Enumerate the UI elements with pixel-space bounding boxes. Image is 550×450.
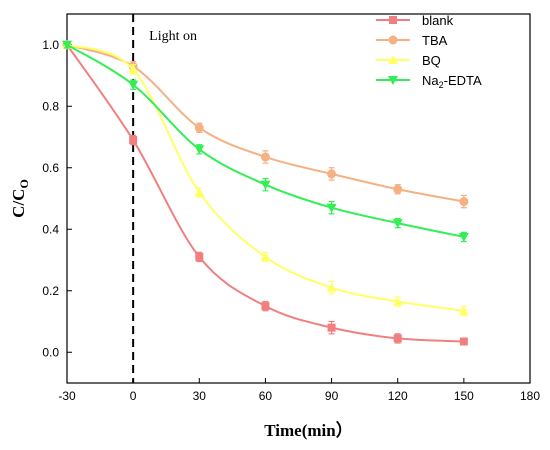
data-point xyxy=(260,251,271,261)
y-tick-label: 0.8 xyxy=(42,99,59,113)
data-point xyxy=(327,323,336,332)
data-point xyxy=(389,16,397,24)
data-point xyxy=(388,35,398,45)
data-point xyxy=(326,203,337,213)
series-line xyxy=(66,44,464,343)
x-axis-title: Time(min） xyxy=(264,420,352,440)
data-point xyxy=(392,296,403,306)
x-tick-label: 30 xyxy=(193,389,207,403)
legend-label: Na2-EDTA xyxy=(422,73,482,90)
data-point xyxy=(393,184,403,194)
data-point xyxy=(388,55,398,64)
light-on-label: Light on xyxy=(149,29,197,44)
data-point xyxy=(326,282,337,292)
legend-label: BQ xyxy=(422,53,441,68)
data-point xyxy=(388,76,398,85)
data-point xyxy=(194,123,204,133)
data-point xyxy=(260,152,270,162)
data-point xyxy=(260,180,271,190)
data-point xyxy=(458,232,469,242)
tick-labels: -30 0 30 60 90 120 150 180 0.0 0.2 0.4 0.6 0.8 1.0 xyxy=(42,38,540,403)
data-point xyxy=(128,80,139,90)
y-axis-title-main: C/C xyxy=(9,189,28,218)
legend-item: BQ xyxy=(376,53,441,68)
data-point xyxy=(392,219,403,229)
x-tick-label: 90 xyxy=(325,389,339,403)
data-point xyxy=(458,305,469,315)
y-axis-title-subscript: O xyxy=(17,179,31,188)
x-tick-label: -30 xyxy=(58,389,76,403)
data-point xyxy=(194,145,205,155)
data-point xyxy=(129,136,138,145)
x-tick-label: 60 xyxy=(259,389,273,403)
y-axis-title-text: C/CO xyxy=(9,179,31,218)
series-2 xyxy=(62,39,469,316)
y-tick-label: 1.0 xyxy=(42,38,59,52)
legend-item: TBA xyxy=(376,33,448,48)
series-layer xyxy=(62,39,469,346)
data-point xyxy=(393,334,402,343)
legend-label: blank xyxy=(422,13,454,28)
data-point xyxy=(194,187,205,197)
legend-item: blank xyxy=(376,13,454,28)
tick-marks xyxy=(66,44,531,383)
y-axis-title: C/CO xyxy=(9,179,31,218)
data-point xyxy=(459,197,469,207)
series-0 xyxy=(63,40,468,346)
legend-label: TBA xyxy=(422,33,448,48)
y-tick-label: 0.0 xyxy=(42,345,59,359)
light-on-annotation: Light on xyxy=(132,14,197,383)
x-tick-label: 0 xyxy=(130,389,137,403)
x-tick-label: 180 xyxy=(520,389,540,403)
y-tick-label: 0.4 xyxy=(42,222,59,236)
plot-frame xyxy=(66,13,531,384)
data-point xyxy=(327,169,337,179)
axes xyxy=(66,13,531,384)
data-point xyxy=(62,40,72,50)
x-tick-label: 120 xyxy=(388,389,408,403)
series-line xyxy=(66,43,464,312)
data-point xyxy=(459,337,468,346)
data-point xyxy=(195,252,204,261)
series-line xyxy=(66,43,465,238)
data-point xyxy=(261,302,270,311)
legend: blank TBA BQ Na2-EDTA xyxy=(376,13,482,90)
data-point xyxy=(128,64,139,74)
x-tick-label: 150 xyxy=(454,389,474,403)
y-tick-label: 0.6 xyxy=(42,161,59,175)
legend-item: Na2-EDTA xyxy=(376,73,482,90)
y-tick-label: 0.2 xyxy=(42,284,59,298)
series-3 xyxy=(62,40,469,243)
